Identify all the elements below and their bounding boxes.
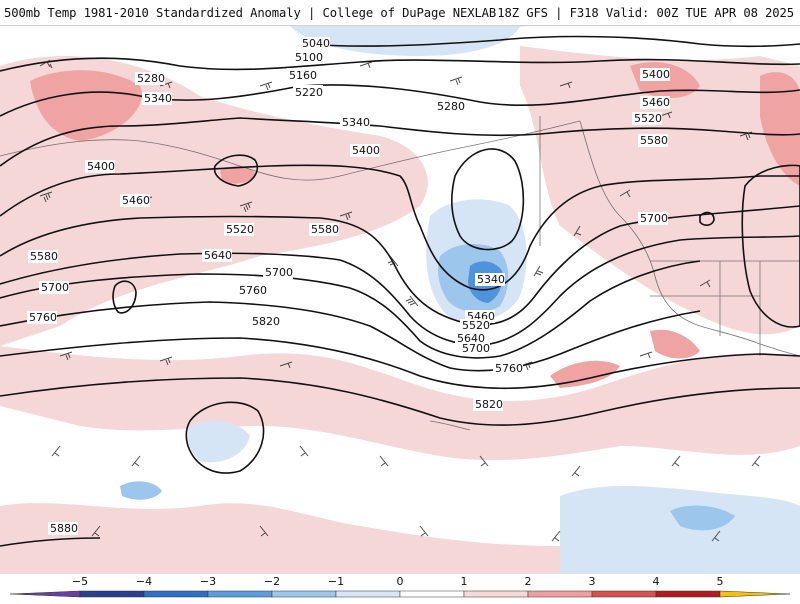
anomaly-colorbar: −5 −4 −3 −2 −1 0 1 2 3 4 5 bbox=[0, 574, 800, 600]
contour-label-5460-east: 5460 bbox=[642, 96, 670, 109]
contour-label-5520-east: 5520 bbox=[634, 112, 662, 125]
contour-label-5340-trough: 5340 bbox=[477, 273, 505, 286]
contour-label-5820-center: 5820 bbox=[252, 315, 280, 328]
wind-barbs bbox=[39, 59, 761, 542]
colorbar-swatch bbox=[719, 590, 791, 598]
colorbar-tick-label: 4 bbox=[653, 575, 660, 588]
colorbar-tick-labels: −5 −4 −3 −2 −1 0 1 2 3 4 5 bbox=[72, 575, 724, 588]
contour-label-5580-west: 5580 bbox=[30, 250, 58, 263]
colorbar-tick-label: −1 bbox=[328, 575, 344, 588]
contour-label-5340-center: 5340 bbox=[342, 116, 370, 129]
contour-label-5040: 5040 bbox=[302, 37, 330, 50]
map-header: 500mb Temp 1981-2010 Standardized Anomal… bbox=[0, 0, 800, 26]
colorbar-tick-label: 3 bbox=[589, 575, 596, 588]
map-panel: 5040 5100 5160 5220 5280 5280 5340 5340 … bbox=[0, 26, 800, 574]
colorbar-swatch bbox=[271, 590, 337, 598]
product-title: 500mb Temp 1981-2010 Standardized Anomal… bbox=[4, 6, 497, 20]
colorbar-swatch bbox=[207, 590, 273, 598]
coastlines bbox=[0, 116, 800, 431]
colorbar-scale: −5 −4 −3 −2 −1 0 1 2 3 4 5 bbox=[9, 575, 791, 598]
contour-label-5580-center: 5580 bbox=[311, 223, 339, 236]
contour-label-5520-west: 5520 bbox=[226, 223, 254, 236]
colorbar-swatch bbox=[143, 590, 209, 598]
contour-label-5760-east: 5760 bbox=[495, 362, 523, 375]
contour-label-5280-west: 5280 bbox=[137, 72, 165, 85]
contour-label-5760-center: 5760 bbox=[239, 284, 267, 297]
colorbar-tick-label: 2 bbox=[525, 575, 532, 588]
height-contours bbox=[0, 35, 800, 547]
colorbar-tick-label: 0 bbox=[397, 575, 404, 588]
colorbar-tick-label: −2 bbox=[264, 575, 280, 588]
contour-label-5640-west: 5640 bbox=[204, 249, 232, 262]
colorbar-tick-label: −3 bbox=[200, 575, 216, 588]
colorbar-tick-label: −4 bbox=[136, 575, 152, 588]
contour-label-5820-east: 5820 bbox=[475, 398, 503, 411]
colorbar-swatch bbox=[335, 590, 401, 598]
contour-label-5340-west: 5340 bbox=[144, 92, 172, 105]
colorbar-swatch bbox=[655, 590, 721, 598]
colorbar-swatch bbox=[9, 590, 81, 598]
contour-label-5580-east: 5580 bbox=[640, 134, 668, 147]
contour-label-5640-trough: 5640 bbox=[457, 332, 485, 345]
contour-label-5700-east: 5700 bbox=[640, 212, 668, 225]
contour-label-5880: 5880 bbox=[50, 522, 78, 535]
contour-label-5700-trough: 5700 bbox=[462, 342, 490, 355]
anomaly-map: 5040 5100 5160 5220 5280 5280 5340 5340 … bbox=[0, 26, 800, 574]
colorbar-swatch bbox=[527, 590, 593, 598]
contour-label-5220: 5220 bbox=[295, 86, 323, 99]
contour-label-5280-center: 5280 bbox=[437, 100, 465, 113]
colorbar-swatch bbox=[591, 590, 657, 598]
contour-label-5400-east: 5400 bbox=[642, 68, 670, 81]
contour-label-5400-west: 5400 bbox=[87, 160, 115, 173]
colorbar-swatch bbox=[399, 590, 465, 598]
contour-label-5400-center: 5400 bbox=[352, 144, 380, 157]
colorbar-tick-label: 1 bbox=[461, 575, 468, 588]
contour-labels: 5040 5100 5160 5220 5280 5280 5340 5340 … bbox=[27, 37, 670, 535]
contour-label-5160: 5160 bbox=[289, 69, 317, 82]
colorbar-swatches bbox=[9, 590, 791, 598]
contour-label-5700-west: 5700 bbox=[41, 281, 69, 294]
contour-label-5700-center: 5700 bbox=[265, 266, 293, 279]
model-run-info: 18Z GFS | F318 Valid: 00Z TUE APR 08 202… bbox=[497, 6, 794, 20]
colorbar-swatch bbox=[79, 590, 145, 598]
contour-label-5760-west: 5760 bbox=[29, 311, 57, 324]
colorbar-tick-label: 5 bbox=[717, 575, 724, 588]
contour-label-5460-west: 5460 bbox=[122, 194, 150, 207]
colorbar-swatch bbox=[463, 590, 529, 598]
contour-label-5520-trough: 5520 bbox=[462, 319, 490, 332]
colorbar-tick-label: −5 bbox=[72, 575, 88, 588]
contour-label-5100: 5100 bbox=[295, 51, 323, 64]
